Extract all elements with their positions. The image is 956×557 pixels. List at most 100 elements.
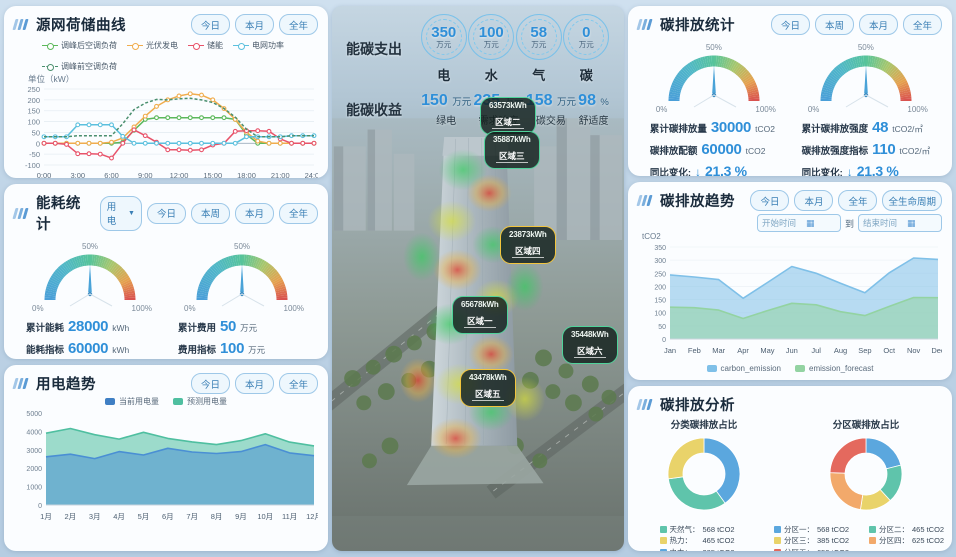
metric-ring: 0 万元 (563, 14, 610, 60)
tab-year[interactable]: 全年 (278, 14, 318, 35)
metric-caption: 气 (532, 68, 546, 83)
zone-label[interactable]: 35887kWh 区域三 (484, 131, 540, 169)
donut-chart[interactable] (800, 431, 932, 517)
legend-item[interactable]: 电网功率 (233, 40, 284, 51)
metric-caption: 水 (484, 68, 498, 83)
building-3d-view[interactable]: 能碳支出 350 万元 电 100 万元 (332, 6, 624, 551)
legend-marker-icon (188, 42, 204, 50)
legend-item[interactable]: carbon_emission (706, 364, 781, 373)
legend-item[interactable]: 光伏发电 (127, 40, 178, 51)
readout-label: 累计能耗 (26, 323, 65, 334)
dropdown-value: 用电 (106, 202, 117, 227)
metric-item[interactable]: 98 % 舒适度 (578, 92, 609, 127)
tab-year[interactable]: 全年 (838, 190, 878, 211)
legend-label: 分区三： (784, 536, 814, 546)
panel-title-text: 用电趋势 (36, 377, 96, 393)
panel-header: 能耗统计 用电 ▼ 今日 本周 本月 全年 (12, 192, 318, 234)
metric-item[interactable]: 150 万元 绿电 (421, 92, 471, 127)
legend-swatch (706, 365, 717, 372)
panel-title-text: 能耗统计 (35, 196, 81, 233)
tab-today[interactable]: 今日 (146, 202, 186, 224)
tab-today[interactable]: 今日 (190, 14, 230, 35)
legend-item[interactable]: 天然气： 568 tCO2 (659, 524, 749, 535)
legend-item[interactable]: 热力： 465 tCO2 (659, 535, 749, 546)
legend-item[interactable]: emission_forecast (795, 364, 873, 373)
zone-label[interactable]: 63573kWh 区域二 (480, 97, 536, 135)
legend-label: 当前用电量 (119, 397, 159, 406)
readout-unit: 万元 (248, 344, 266, 355)
tab-month[interactable]: 本月 (794, 190, 834, 211)
metric-item[interactable]: 100 万元 水 (468, 14, 515, 84)
range-separator: 到 (844, 218, 854, 229)
gauge-group: 50% 0% 100% 累计碳排放量 30000 tCO2 碳排放配额 6000… (638, 35, 942, 176)
metric-unit: 万元 (556, 97, 576, 108)
tab-year[interactable]: 全年 (278, 373, 318, 394)
tab-year[interactable]: 全年 (278, 202, 318, 224)
tab-month[interactable]: 本月 (234, 202, 274, 224)
legend-value: 625 tCO2 (912, 536, 945, 546)
tab-today[interactable]: 今日 (750, 190, 790, 211)
legend-label: 预测用电量 (187, 397, 227, 406)
right-column: 碳排放统计 今日 本周 本月 全年 50% 0% 100% (628, 6, 952, 551)
metric-item[interactable]: 350 万元 电 (420, 14, 467, 84)
legend-item[interactable]: 调峰前空调负荷 (42, 61, 117, 72)
legend-marker-icon (233, 42, 249, 50)
legend-item[interactable]: 预测用电量 (173, 396, 227, 407)
expense-row: 能碳支出 350 万元 电 100 万元 (346, 14, 610, 84)
tab-today[interactable]: 今日 (190, 373, 230, 394)
tab-week[interactable]: 本周 (814, 14, 854, 35)
axis-unit-label: tCO2 (642, 232, 661, 241)
legend-item[interactable]: 储能 (188, 40, 223, 51)
legend-item[interactable]: 分区一： 568 tCO2 (774, 524, 863, 535)
metric-item[interactable]: 0 万元 碳 (563, 14, 610, 84)
legend-label: 光伏发电 (146, 41, 178, 50)
legend-item[interactable]: 当前用电量 (105, 396, 159, 407)
readout-value: 21.3 % (856, 162, 899, 177)
calendar-icon: ▦ (907, 217, 916, 228)
panel-header: 碳排放分析 (636, 394, 942, 415)
legend-label: 储能 (207, 41, 223, 50)
svg-text:50: 50 (658, 324, 666, 331)
tab-month[interactable]: 本月 (858, 14, 898, 35)
tab-group: 今日 本月 全年 (190, 373, 318, 394)
end-date-input[interactable]: 结束时间 ▦ (858, 214, 942, 232)
expense-label: 能碳支出 (346, 41, 402, 57)
energy-type-dropdown[interactable]: 用电 ▼ (99, 195, 142, 231)
legend-item[interactable]: 电力：385 tCO2 (659, 547, 749, 551)
legend-value: 385 tCO2 (817, 536, 850, 546)
tab-month[interactable]: 本月 (234, 14, 274, 35)
legend-item[interactable]: 分区五：659 tCO2 (774, 547, 863, 552)
zone-label[interactable]: 35448kWh 区域六 (562, 326, 618, 364)
end-date-placeholder: 结束时间 (863, 218, 898, 228)
legend-label: 分区五： (784, 547, 814, 552)
gauge-mid-label: 50% (857, 43, 874, 52)
legend-item[interactable]: 调峰后空调负荷 (42, 40, 117, 51)
svg-text:4000: 4000 (26, 429, 42, 436)
tab-month[interactable]: 本月 (234, 373, 274, 394)
tab-lifecycle[interactable]: 全生命周期 (882, 190, 942, 211)
city-aerial-illustration (332, 118, 624, 517)
readout-value: 110 (872, 140, 896, 158)
donut-by-zone: 分区碳排放占比 分区一： 568 tCO2 分区二： 465 tCO2 分区三： 385 … (774, 417, 952, 551)
svg-text:1月: 1月 (40, 512, 52, 521)
tab-year[interactable]: 全年 (902, 14, 942, 35)
metric-unit: 万元 (452, 97, 472, 108)
legend-item[interactable]: 分区二： 465 tCO2 (869, 524, 952, 535)
gauge-min-label: 0% (184, 304, 196, 313)
trend-down-icon: ↓ (695, 164, 702, 177)
chevron-down-icon: ▼ (128, 209, 135, 217)
donut-chart[interactable] (638, 431, 770, 517)
zone-label[interactable]: 43478kWh 区域五 (460, 369, 516, 407)
tab-today[interactable]: 今日 (770, 14, 810, 35)
zone-label[interactable]: 65678kWh 区域一 (452, 296, 508, 334)
tab-week[interactable]: 本周 (190, 202, 230, 224)
metric-value-group: 98 % (578, 92, 609, 110)
legend-item[interactable]: 分区四： 625 tCO2 (869, 535, 952, 546)
gauge-carbon-intensity: 50% 0% 100% 累计碳排放强度 48 tCO2/㎡ 碳排放强度指标 11… (802, 41, 931, 176)
legend-item[interactable]: 分区三： 385 tCO2 (774, 535, 863, 546)
metric-item[interactable]: 58 万元 气 (515, 14, 562, 84)
legend-value: 568 tCO2 (817, 525, 850, 534)
donut-title: 分类碳排放占比 (670, 420, 738, 431)
zone-label[interactable]: 23873kWh 区域四 (500, 226, 556, 264)
start-date-input[interactable]: 开始时间 ▦ (756, 214, 841, 232)
